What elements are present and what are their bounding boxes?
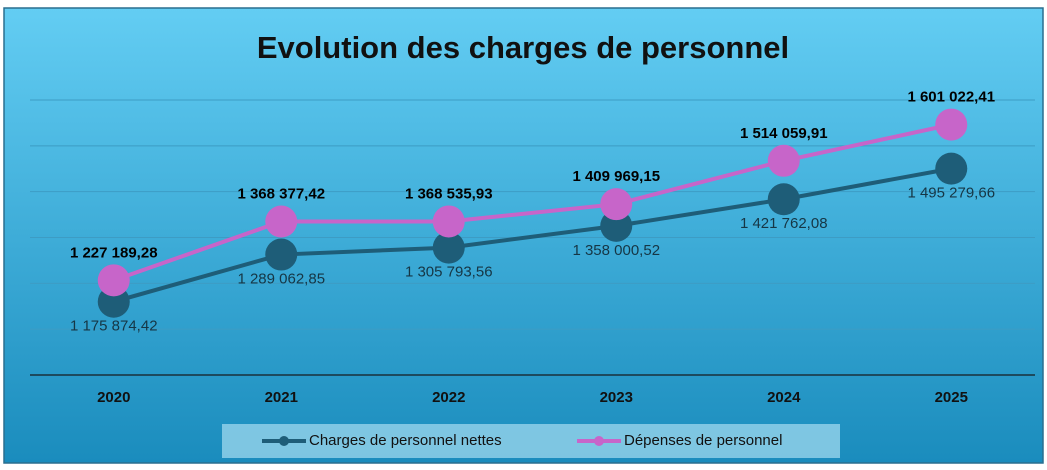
data-label: 1 368 377,42 [237,185,325,202]
series-line [113,166,952,304]
chart-title: Evolution des charges de personnel [257,30,789,65]
marker [767,183,800,216]
legend-marker [279,436,289,446]
x-tick-label: 2023 [600,389,633,406]
data-label: 1 368 535,93 [405,185,493,202]
marker [97,264,130,297]
data-label: 1 601 022,41 [907,89,995,106]
marker [265,205,298,238]
x-tick-label: 2024 [767,389,801,406]
marker [935,152,968,185]
marker [767,144,800,177]
x-tick-label: 2022 [432,389,465,406]
data-label: 1 289 062,85 [237,271,325,288]
legend-marker [594,436,604,446]
marker [265,238,298,271]
legend-label: Dépenses de personnel [624,432,782,449]
data-label: 1 175 874,42 [70,318,158,335]
legend-box [222,424,840,458]
legend-label: Charges de personnel nettes [309,432,502,449]
x-tick-label: 2021 [265,389,298,406]
x-tick-label: 2020 [97,389,130,406]
marker [432,231,465,264]
data-label: 1 421 762,08 [740,215,828,232]
x-tick-label: 2025 [935,389,968,406]
marker [432,205,465,238]
marker [935,108,968,141]
data-label: 1 409 969,15 [572,168,660,185]
data-label: 1 495 279,66 [907,185,995,202]
series-line [113,122,952,283]
marker [600,188,633,221]
data-label: 1 358 000,52 [572,242,660,259]
chart-background [3,7,1044,464]
data-label: 1 227 189,28 [70,244,158,261]
data-label: 1 514 059,91 [740,125,828,142]
data-label: 1 305 793,56 [405,264,493,281]
